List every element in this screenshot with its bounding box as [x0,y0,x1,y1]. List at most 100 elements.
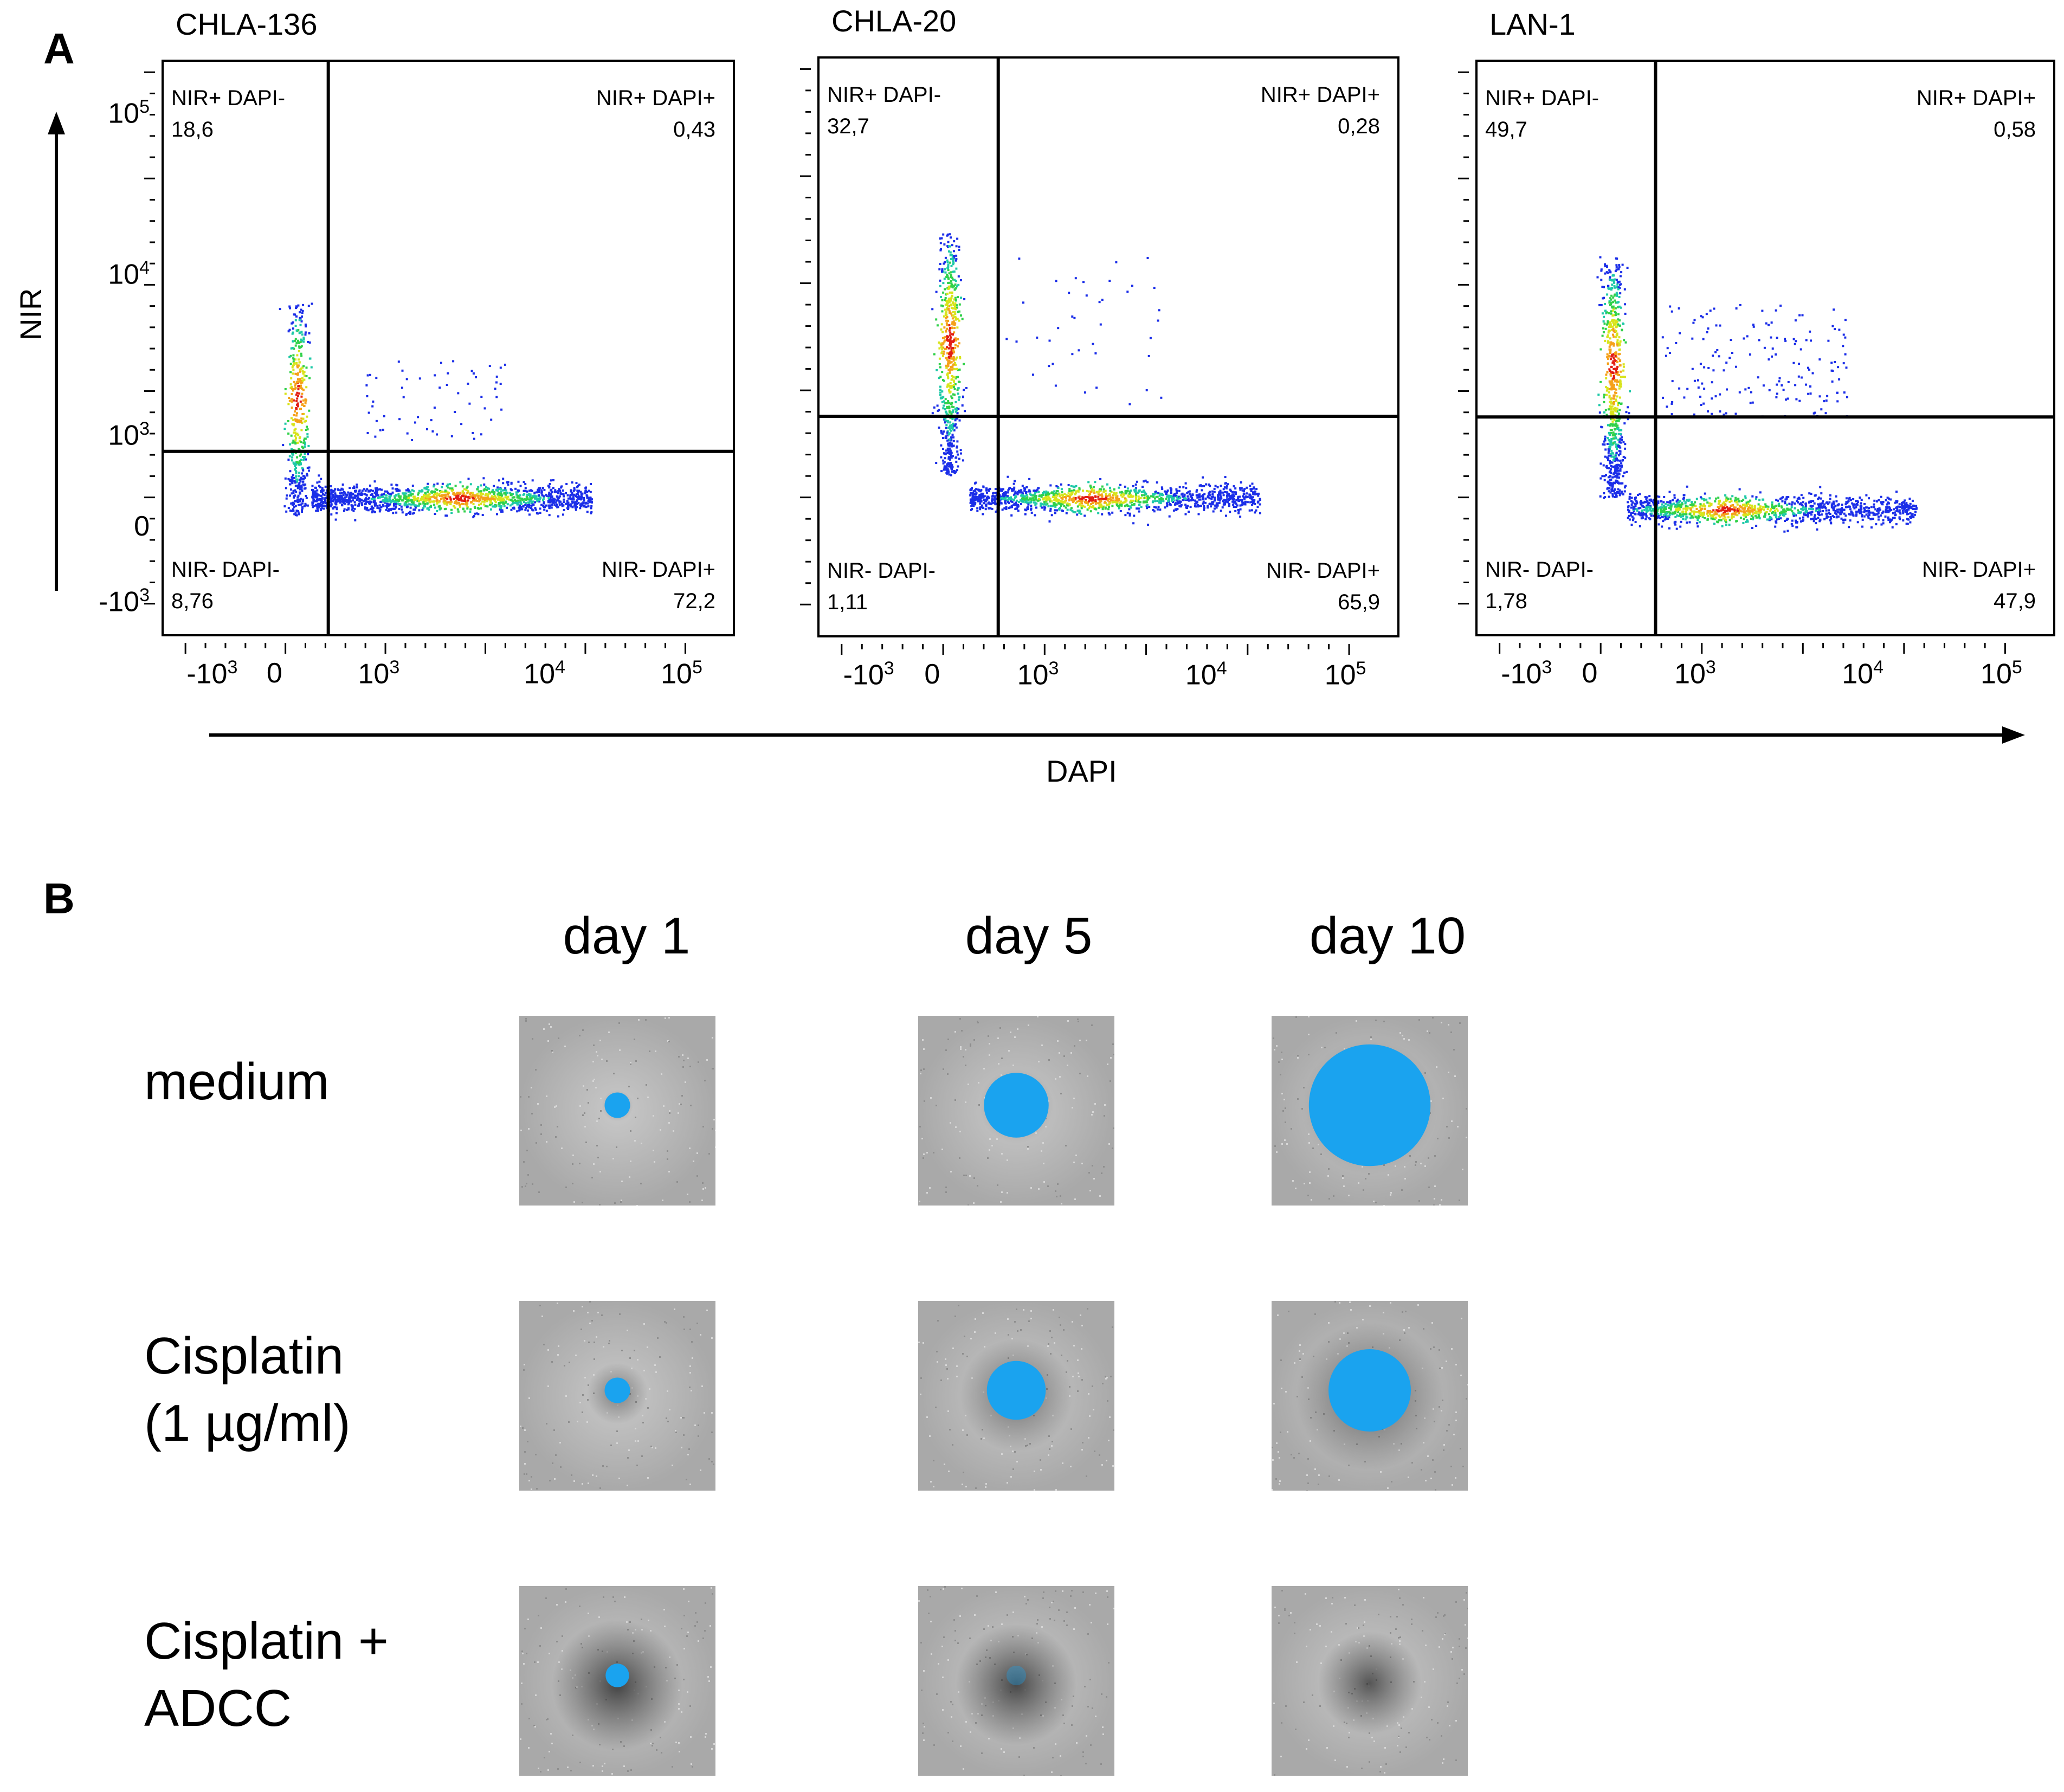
event-dot [302,475,305,478]
event-dot [438,386,441,389]
event-dot [1081,500,1083,502]
event-dot [394,497,396,499]
event-dot [1598,304,1601,306]
event-dot [526,496,528,499]
event-dot [299,386,301,389]
event-dot [449,483,451,486]
event-dot [298,437,301,440]
event-dot [299,491,301,494]
event-dot [437,505,440,508]
event-dot [367,501,370,504]
event-dot [567,508,569,510]
event-dot [569,494,572,497]
event-dot [301,380,304,382]
event-dot [376,487,378,489]
event-dot [1060,505,1062,507]
event-dot [469,508,472,511]
event-dot [305,325,307,328]
event-dot [1610,453,1612,455]
event-dot [485,489,488,492]
event-dot [950,342,952,345]
event-dot [326,506,329,509]
event-dot [361,504,364,506]
event-dot [1617,439,1620,441]
event-dot [1211,496,1214,499]
event-dot [449,502,452,505]
event-dot [1608,395,1611,397]
event-dot [949,463,951,466]
event-dot [1611,384,1614,387]
event-dot [1086,501,1088,504]
event-dot [527,501,530,504]
event-dot [550,500,553,502]
event-dot [940,345,943,348]
event-dot [944,410,947,413]
event-dot [1133,514,1136,517]
event-dot [488,498,491,501]
event-dot [361,489,364,492]
event-dot [293,495,295,498]
event-dot [1902,505,1905,507]
event-dot [1607,481,1609,484]
event-dot [1160,486,1163,489]
event-dot [447,501,449,504]
event-dot [1249,493,1252,496]
event-dot [404,495,407,498]
event-dot [949,251,952,254]
event-dot [301,511,304,513]
event-dot [1105,502,1107,505]
event-dot [1609,324,1611,326]
event-dot [1052,363,1054,365]
event-dot [945,330,947,333]
event-dot [1029,490,1031,493]
event-dot [312,494,314,497]
event-dot [1070,507,1073,510]
event-dot [1004,498,1007,500]
event-dot [943,465,946,468]
event-dot [948,402,951,404]
event-dot [292,389,294,392]
event-dot [950,361,953,364]
event-dot [950,402,953,405]
event-dot [544,506,546,508]
event-dot [942,342,945,345]
event-dot [453,505,455,508]
event-dot [957,381,960,383]
event-dot [289,470,292,473]
event-dot [490,499,493,502]
event-dot [1091,502,1094,504]
event-dot [944,261,946,263]
event-dot [339,495,341,498]
event-dot [302,447,305,449]
event-dot [452,489,454,491]
event-dot [1614,475,1616,478]
event-dot [1231,491,1234,493]
event-dot [1612,274,1615,277]
event-dot [365,498,367,500]
event-dot [291,385,293,388]
event-dot [963,389,965,391]
event-dot [1612,431,1615,434]
event-dot [954,296,957,299]
event-dot [1110,496,1112,499]
event-dot [1089,493,1092,495]
event-dot [1617,306,1620,308]
event-dot [953,351,955,353]
event-dot [939,342,942,345]
event-dot [291,366,294,369]
event-dot [1113,501,1116,504]
event-dot [1013,486,1016,489]
event-dot [306,415,308,418]
event-dot [1152,495,1155,498]
event-dot [409,511,411,513]
event-dot [294,339,296,342]
event-dot [1136,499,1138,502]
event-dot [1606,323,1608,326]
event-dot [297,385,300,388]
event-dot [483,484,486,486]
event-dot [450,508,453,511]
event-dot [1251,500,1254,503]
event-dot [1177,502,1179,505]
event-dot [950,455,953,457]
event-dot [339,495,342,498]
